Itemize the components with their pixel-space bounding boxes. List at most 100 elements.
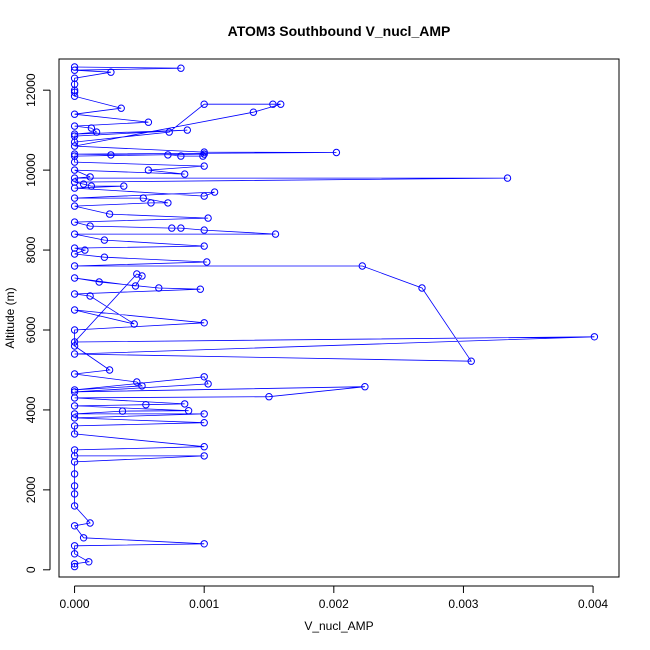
x-axis-label: V_nucl_AMP	[304, 619, 373, 633]
data-point	[70, 342, 79, 350]
data-point	[131, 282, 140, 290]
data-point	[130, 320, 138, 328]
data-point	[85, 558, 93, 566]
data-point	[200, 410, 208, 418]
data-point	[70, 290, 79, 298]
data-point	[105, 210, 114, 218]
data-point	[70, 350, 79, 358]
data-point	[87, 124, 96, 132]
data-point	[87, 182, 96, 190]
data-point	[70, 410, 79, 418]
data-point	[200, 162, 208, 170]
data-point	[100, 253, 109, 261]
data-point	[164, 151, 172, 159]
x-axis: 0.000 0.001 0.002 0.003 0.004	[60, 585, 608, 611]
data-point	[70, 138, 79, 146]
data-point	[70, 218, 79, 226]
data-point	[200, 148, 208, 156]
data-point	[181, 170, 189, 178]
y-tick-label: 12000	[24, 73, 38, 107]
data-point	[271, 230, 280, 238]
data-point	[70, 202, 79, 210]
data-point	[70, 142, 79, 150]
data-point	[70, 338, 79, 346]
data-point	[332, 148, 341, 157]
data-point	[418, 284, 426, 292]
data-series	[70, 63, 599, 571]
data-point	[100, 236, 109, 244]
y-axis: 0 2000 4000 6000 8000 10000 12000	[24, 73, 51, 573]
data-point	[200, 443, 208, 451]
data-point	[118, 407, 127, 415]
data-point	[70, 326, 79, 334]
data-point	[70, 394, 79, 402]
data-point	[70, 542, 79, 550]
data-point	[200, 419, 208, 427]
data-point	[92, 128, 101, 136]
data-point	[70, 158, 79, 166]
data-point	[467, 357, 475, 365]
data-point	[199, 152, 207, 160]
data-point	[503, 174, 512, 182]
data-point	[133, 378, 141, 386]
data-point	[269, 100, 277, 108]
data-point	[86, 173, 94, 181]
data-point	[203, 258, 211, 266]
data-point	[70, 166, 79, 174]
data-point	[200, 319, 208, 327]
data-point	[155, 284, 163, 292]
data-point	[70, 184, 79, 192]
data-point	[107, 68, 115, 76]
data-point	[70, 66, 79, 74]
data-point	[81, 246, 89, 254]
data-point	[138, 382, 146, 390]
data-point	[70, 110, 79, 118]
plot-frame	[58, 58, 620, 578]
data-point	[70, 250, 79, 258]
data-point	[70, 490, 79, 498]
data-point	[105, 366, 114, 374]
data-point	[177, 224, 185, 232]
data-point	[200, 100, 208, 108]
data-point	[86, 292, 94, 300]
data-point	[200, 192, 208, 200]
data-point	[107, 151, 115, 159]
data-point	[361, 383, 369, 391]
data-point	[138, 272, 146, 280]
data-point	[144, 166, 153, 174]
y-tick-label: 0	[24, 566, 38, 573]
data-point	[70, 560, 79, 568]
data-point	[200, 452, 208, 460]
data-point	[70, 402, 79, 410]
data-point	[204, 214, 212, 222]
x-tick-label: 0.004	[578, 597, 608, 611]
data-point	[133, 270, 141, 278]
data-point	[70, 194, 79, 202]
data-point	[70, 550, 79, 558]
data-point	[358, 262, 366, 270]
data-point	[590, 333, 599, 341]
data-point	[117, 104, 125, 112]
data-point	[70, 414, 79, 422]
data-point	[249, 108, 258, 116]
data-point	[70, 482, 79, 490]
data-point	[70, 122, 79, 130]
data-point	[86, 222, 94, 230]
data-point	[200, 226, 208, 234]
data-point	[142, 401, 150, 409]
data-point	[181, 400, 189, 408]
data-point	[70, 522, 79, 530]
data-point	[183, 126, 192, 134]
data-point	[70, 422, 79, 430]
data-point	[70, 92, 79, 100]
chart-title: ATOM3 Southbound V_nucl_AMP	[228, 23, 451, 39]
y-tick-label: 6000	[24, 316, 38, 343]
data-point	[70, 502, 79, 510]
data-point	[70, 370, 79, 378]
y-axis-label: Altitude (m)	[3, 287, 17, 348]
data-point	[210, 188, 219, 196]
x-tick-label: 0.003	[448, 597, 478, 611]
data-point	[196, 285, 205, 293]
data-point	[168, 224, 176, 232]
